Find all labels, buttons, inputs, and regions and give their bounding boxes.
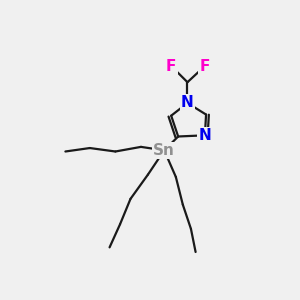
- Text: F: F: [166, 58, 176, 74]
- Text: F: F: [200, 58, 210, 74]
- Text: N: N: [199, 128, 211, 143]
- Text: N: N: [181, 95, 194, 110]
- Text: Sn: Sn: [153, 143, 175, 158]
